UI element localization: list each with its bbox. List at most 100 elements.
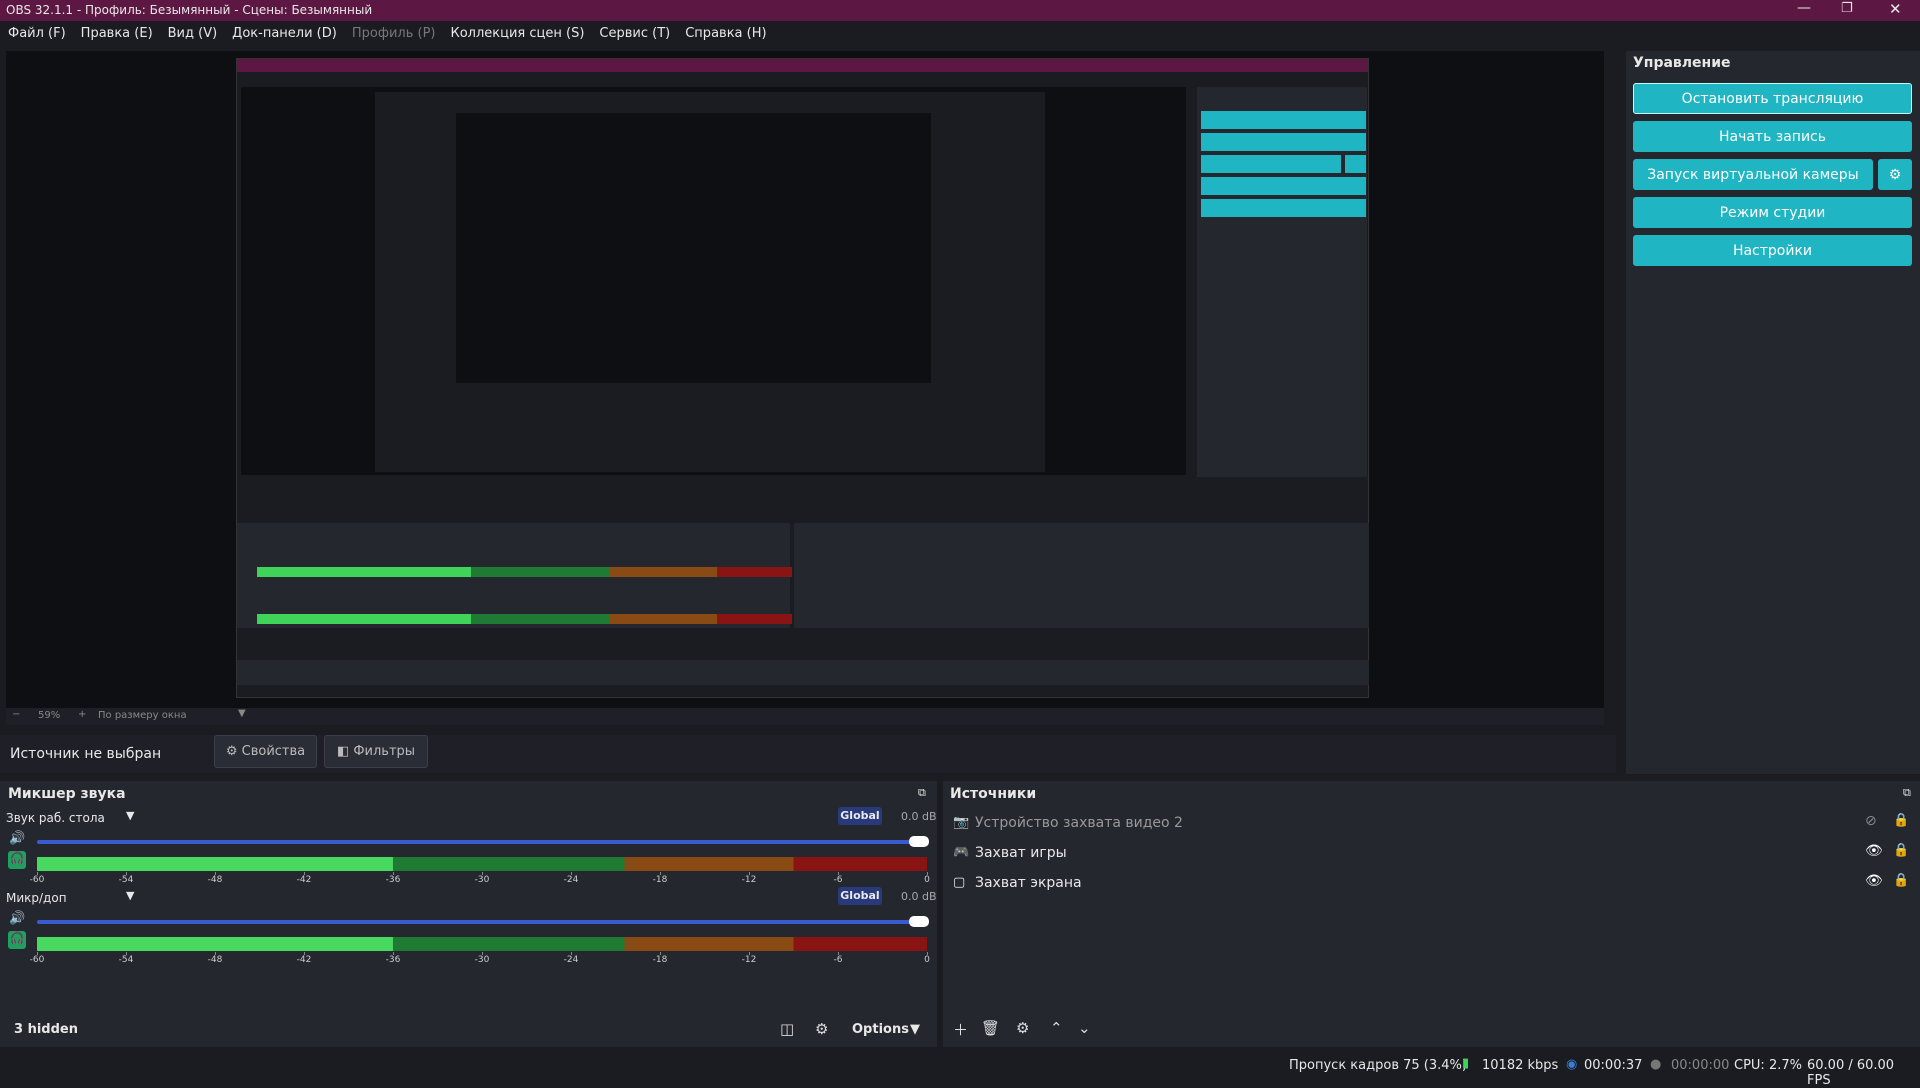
meter-tick (927, 952, 928, 955)
filters-button[interactable]: ◧ Фильтры (324, 735, 428, 768)
gain: 0.0 dB (901, 890, 937, 903)
lock-toggle[interactable]: 🔒 (1893, 843, 1910, 858)
meter-label: -30 (474, 875, 490, 885)
close[interactable]: ✕ (1889, 0, 1902, 18)
meter-label: -60 (29, 955, 45, 965)
meter-label: 0 (924, 875, 930, 885)
menu-item[interactable]: Правка (E) (80, 26, 153, 41)
meter-label: -24 (563, 955, 579, 965)
source-name[interactable]: Устройство захвата видео 2 (975, 815, 1183, 831)
visibility-toggle[interactable]: ⊘ (1865, 813, 1877, 829)
zoom: 59% (38, 710, 61, 721)
meter-label: -6 (833, 955, 843, 965)
label: Фильтры (353, 744, 416, 759)
maximize[interactable]: ❐ (1841, 1, 1853, 16)
minimize[interactable]: — (1797, 0, 1811, 16)
meter-label: -12 (741, 955, 757, 965)
lock-toggle[interactable]: 🔒 (1893, 873, 1910, 888)
remove[interactable]: 🗑 (981, 1019, 1001, 1037)
control-button[interactable]: Начать запись (1633, 121, 1912, 152)
source-icon: ▢ (953, 875, 966, 890)
settings-icon[interactable]: ⚙ (815, 1020, 829, 1038)
meter-tick (660, 872, 661, 875)
menu-bar: Файл (F) Правка (E) Вид (V) Док-панели (D) П… (8, 26, 767, 41)
meter-tick (482, 872, 483, 875)
control-button[interactable]: Режим студии (1633, 197, 1912, 228)
window-title: OBS 32.1.1 - Профиль: Безымянный - Сцены… (6, 3, 373, 17)
label: Свойства (241, 744, 306, 759)
mute-icon[interactable]: 🔊 (9, 911, 26, 926)
bitrate: 10182 kbps (1482, 1058, 1559, 1073)
meter-label: 0 (924, 955, 930, 965)
meter-label: -12 (741, 875, 757, 885)
source-status: Источник не выбран (10, 746, 162, 762)
meter-tick (838, 952, 839, 955)
meter-label: -36 (385, 875, 401, 885)
dock-title: Микшер звука (8, 786, 126, 802)
meter-tick (927, 872, 928, 875)
meter-tick (304, 872, 305, 875)
menu-item[interactable]: Коллекция сцен (S) (450, 26, 585, 41)
move-down[interactable]: ⌄ (1078, 1019, 1091, 1037)
meter-label: -6 (833, 875, 843, 885)
mode-badge[interactable]: Global (838, 887, 882, 905)
properties[interactable]: ⚙ (1016, 1019, 1030, 1037)
meter-label: -48 (207, 875, 223, 885)
controls-dock: Управление Остановить трансляцию Начать з… (1626, 51, 1920, 774)
lock-toggle[interactable]: 🔒 (1893, 813, 1910, 828)
meter-tick (126, 952, 127, 955)
nested-preview (236, 58, 1369, 698)
menu-item[interactable]: Сервис (T) (599, 26, 671, 41)
control-button[interactable]: Настройки (1633, 235, 1912, 266)
meter-label: -48 (207, 955, 223, 965)
sources-dock: Источники ⧉ 📷 Устройство захвата видео 2 ⊘… (943, 781, 1920, 1047)
source-icon: 🎮 (953, 845, 970, 860)
meter-tick (393, 952, 394, 955)
channel-menu[interactable]: ▼ (126, 889, 135, 902)
virtual-camera-settings[interactable]: ⚙ (1878, 159, 1912, 190)
meter-tick (571, 952, 572, 955)
record-time: 00:00:00 (1671, 1058, 1730, 1073)
source-name[interactable]: Захват игры (975, 845, 1067, 861)
move-up[interactable]: ⌃ (1050, 1019, 1063, 1037)
gain: 0.0 dB (901, 810, 937, 823)
monitor-icon[interactable]: 🎧 (8, 931, 26, 949)
menu-item[interactable]: Файл (F) (8, 26, 66, 41)
add[interactable]: ＋ (953, 1021, 969, 1039)
slider-handle[interactable] (909, 916, 929, 927)
layout-icon[interactable]: ◫ (780, 1020, 795, 1038)
menu-item[interactable]: Док-панели (D) (232, 26, 337, 41)
control-button[interactable]: Запуск виртуальной камеры (1633, 159, 1873, 190)
control-button[interactable]: Остановить трансляцию (1633, 83, 1912, 114)
source-icon: 📷 (953, 815, 970, 830)
source-bar: Источник не выбран ⚙ Свойства ◧ Фильтры (0, 735, 1616, 773)
hidden-count: 3 hidden (14, 1022, 78, 1037)
options-button[interactable]: Options (852, 1022, 909, 1037)
properties-button[interactable]: ⚙ Свойства (214, 735, 317, 768)
menu-item[interactable]: Справка (H) (685, 26, 767, 41)
menu-item[interactable]: Вид (V) (167, 26, 218, 41)
meter-label: -54 (118, 875, 134, 885)
volume-slider[interactable] (37, 920, 927, 924)
meter-tick (660, 952, 661, 955)
monitor-icon[interactable]: 🎧 (8, 851, 26, 869)
mode-badge[interactable]: Global (838, 807, 882, 825)
mute-icon[interactable]: 🔊 (9, 831, 26, 846)
slider-handle[interactable] (909, 836, 929, 847)
scale-mode[interactable]: По размеру окна (98, 710, 187, 721)
visibility-toggle[interactable]: 👁 (1865, 873, 1883, 889)
meter-tick (37, 952, 38, 955)
meter-tick (215, 952, 216, 955)
fps: 60.00 / 60.00 FPS (1807, 1058, 1895, 1088)
mixer-dock: Микшер звука ⧉ Звук раб. стола ▼ Global 0.0… (0, 781, 937, 1047)
visibility-toggle[interactable]: 👁 (1865, 843, 1883, 859)
channel-menu[interactable]: ▼ (126, 809, 135, 822)
meter-tick (482, 952, 483, 955)
meter-label: -24 (563, 875, 579, 885)
cpu: CPU: 2.7% (1734, 1058, 1802, 1073)
meter-tick (749, 952, 750, 955)
meter-tick (215, 872, 216, 875)
source-name[interactable]: Захват экрана (975, 875, 1082, 891)
volume-slider[interactable] (37, 840, 927, 844)
